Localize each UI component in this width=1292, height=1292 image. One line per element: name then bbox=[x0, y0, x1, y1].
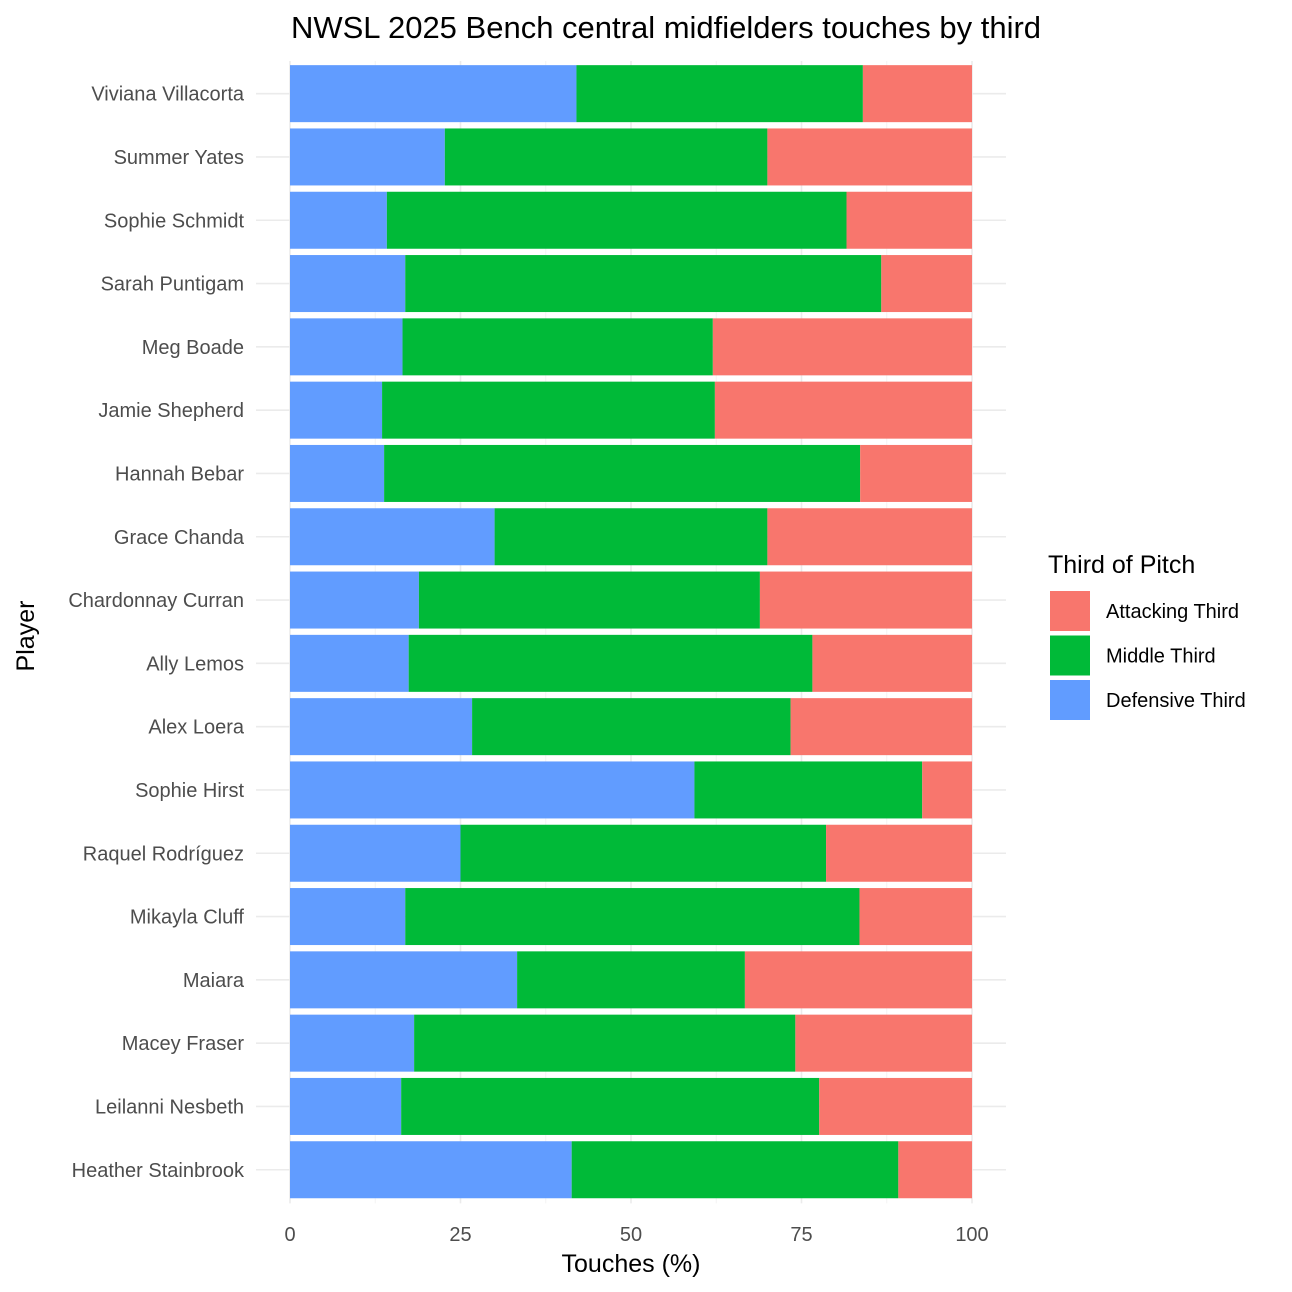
bar-segment-attacking-third bbox=[744, 951, 972, 1009]
bar-segment-attacking-third bbox=[790, 698, 972, 756]
bar-segment-attacking-third bbox=[812, 634, 972, 692]
y-tick-label: Maiara bbox=[183, 970, 245, 992]
y-tick-label: Sophie Hirst bbox=[135, 780, 244, 802]
bar-segment-attacking-third bbox=[819, 1077, 972, 1135]
bar-segment-attacking-third bbox=[860, 444, 972, 502]
legend-swatch bbox=[1050, 635, 1090, 676]
bar-segment-middle-third bbox=[576, 65, 863, 123]
bars bbox=[290, 65, 972, 1199]
bar-segment-defensive-third bbox=[290, 1141, 572, 1199]
legend-swatch bbox=[1050, 680, 1090, 720]
bar-segment-attacking-third bbox=[898, 1141, 972, 1199]
bar-segment-defensive-third bbox=[290, 761, 695, 819]
y-tick-label: Jamie Shepherd bbox=[98, 400, 244, 422]
bar-segment-middle-third bbox=[571, 1141, 899, 1199]
bar-segment-attacking-third bbox=[846, 191, 972, 249]
bar-segment-attacking-third bbox=[767, 128, 972, 186]
bar-segment-middle-third bbox=[460, 824, 827, 882]
bar-segment-middle-third bbox=[494, 508, 768, 566]
y-tick-label: Macey Fraser bbox=[122, 1033, 245, 1055]
y-tick-label: Leilanni Nesbeth bbox=[95, 1096, 244, 1118]
bar-segment-middle-third bbox=[408, 634, 813, 692]
bar-segment-defensive-third bbox=[290, 191, 387, 249]
bar-segment-defensive-third bbox=[290, 824, 461, 882]
bar-segment-middle-third bbox=[405, 255, 882, 313]
y-tick-label: Raquel Rodríguez bbox=[83, 843, 244, 865]
y-tick-label: Alex Loera bbox=[148, 717, 244, 739]
legend-items: Attacking Third Middle Third Defensive Thi… bbox=[1050, 591, 1246, 720]
bar-segment-attacking-third bbox=[712, 318, 972, 376]
bar-segment-defensive-third bbox=[290, 255, 406, 313]
y-tick-label: Grace Chanda bbox=[114, 527, 245, 549]
bar-segment-defensive-third bbox=[290, 508, 495, 566]
bar-segment-defensive-third bbox=[290, 1077, 402, 1135]
bar-segment-middle-third bbox=[444, 128, 768, 186]
y-axis-tick-labels: Viviana Villacorta Summer Yates Sophie Sch… bbox=[68, 84, 245, 1182]
bar-segment-middle-third bbox=[401, 1077, 820, 1135]
x-tick-label: 50 bbox=[620, 1224, 642, 1246]
bar-segment-attacking-third bbox=[714, 381, 972, 439]
y-tick-label: Meg Boade bbox=[142, 337, 244, 359]
bar-segment-middle-third bbox=[386, 191, 847, 249]
bar-segment-attacking-third bbox=[862, 65, 972, 123]
bar-segment-defensive-third bbox=[290, 65, 577, 123]
bar-segment-middle-third bbox=[517, 951, 745, 1009]
x-tick-label: 75 bbox=[790, 1224, 812, 1246]
bar-segment-defensive-third bbox=[290, 128, 445, 186]
x-tick-label: 25 bbox=[449, 1224, 471, 1246]
bar-segment-attacking-third bbox=[859, 888, 972, 946]
y-tick-label: Summer Yates bbox=[114, 147, 244, 169]
legend-title: Third of Pitch bbox=[1048, 551, 1195, 579]
bar-segment-attacking-third bbox=[922, 761, 972, 819]
y-tick-label: Sophie Schmidt bbox=[104, 210, 245, 232]
bar-segment-middle-third bbox=[694, 761, 923, 819]
legend-swatch bbox=[1050, 591, 1090, 631]
legend-label: Defensive Third bbox=[1106, 690, 1246, 712]
x-axis-title: Touches (%) bbox=[562, 1250, 701, 1278]
bar-segment-defensive-third bbox=[290, 318, 403, 376]
y-tick-label: Mikayla Cluff bbox=[130, 907, 245, 929]
legend: Third of Pitch Attacking Third Middle Thi… bbox=[1048, 551, 1246, 720]
bar-segment-middle-third bbox=[402, 318, 713, 376]
bar-segment-defensive-third bbox=[290, 698, 473, 756]
bar-segment-defensive-third bbox=[290, 571, 419, 629]
bar-segment-middle-third bbox=[382, 381, 715, 439]
y-tick-label: Sarah Puntigam bbox=[101, 274, 244, 296]
chart-title: NWSL 2025 Bench central midfielders touc… bbox=[291, 10, 1041, 45]
bar-segment-defensive-third bbox=[290, 1014, 415, 1072]
bar-segment-attacking-third bbox=[826, 824, 972, 882]
bar-segment-defensive-third bbox=[290, 634, 409, 692]
y-tick-label: Ally Lemos bbox=[146, 653, 244, 675]
x-tick-label: 100 bbox=[955, 1224, 988, 1246]
bar-segment-middle-third bbox=[414, 1014, 796, 1072]
y-tick-label: Hannah Bebar bbox=[115, 463, 244, 485]
bar-segment-attacking-third bbox=[795, 1014, 972, 1072]
bar-segment-attacking-third bbox=[881, 255, 972, 313]
y-tick-label: Viviana Villacorta bbox=[91, 84, 245, 106]
bar-segment-defensive-third bbox=[290, 381, 383, 439]
bar-segment-middle-third bbox=[418, 571, 760, 629]
bar-segment-middle-third bbox=[384, 444, 861, 502]
y-tick-label: Heather Stainbrook bbox=[72, 1160, 245, 1182]
bar-segment-defensive-third bbox=[290, 444, 385, 502]
bar-segment-middle-third bbox=[472, 698, 791, 756]
legend-label: Attacking Third bbox=[1106, 601, 1239, 623]
bar-segment-attacking-third bbox=[767, 508, 972, 566]
bar-segment-defensive-third bbox=[290, 951, 518, 1009]
y-axis-title: Player bbox=[12, 601, 40, 672]
x-tick-label: 0 bbox=[284, 1224, 295, 1246]
y-tick-label: Chardonnay Curran bbox=[68, 590, 244, 612]
legend-label: Middle Third bbox=[1106, 646, 1216, 668]
bar-segment-defensive-third bbox=[290, 888, 406, 946]
x-axis-tick-labels: 0 25 50 75 100 bbox=[284, 1224, 988, 1246]
bar-segment-attacking-third bbox=[759, 571, 972, 629]
bar-segment-middle-third bbox=[405, 888, 860, 946]
